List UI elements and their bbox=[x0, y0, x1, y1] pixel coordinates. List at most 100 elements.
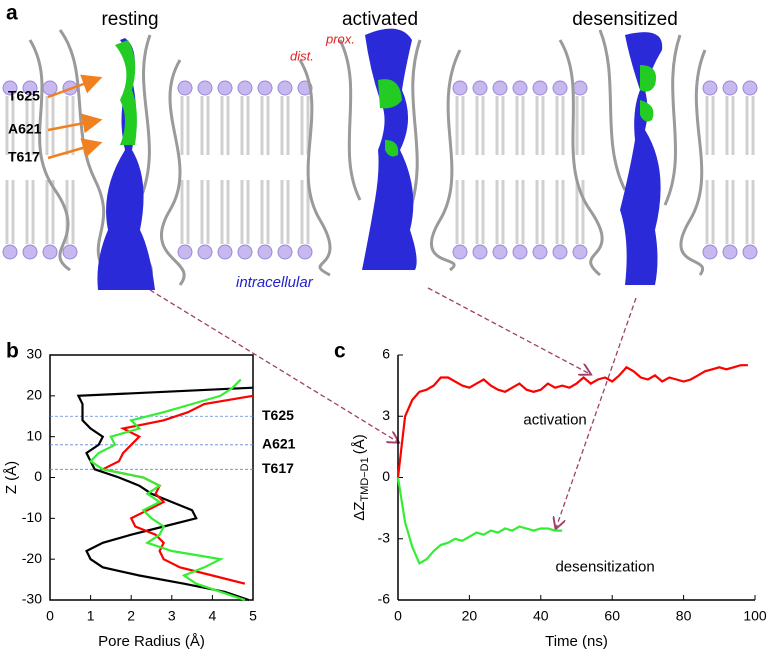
reference-label: T617 bbox=[262, 460, 294, 476]
lipid-head bbox=[552, 244, 568, 260]
prox-label: prox. bbox=[325, 31, 355, 46]
y-axis-label-part: (Å) bbox=[351, 434, 368, 454]
series-line bbox=[99, 394, 254, 585]
lipid-head bbox=[572, 80, 588, 96]
y-tick-label: 0 bbox=[34, 468, 42, 484]
lipid-head bbox=[702, 244, 718, 260]
reference-label: A621 bbox=[262, 436, 296, 452]
lipid-head bbox=[197, 244, 213, 260]
y-axis-label: Z (Å) bbox=[3, 461, 20, 494]
y-axis-label-part: TMD−D1 bbox=[359, 457, 371, 501]
lipid-head bbox=[452, 80, 468, 96]
x-axis-label: Time (ns) bbox=[545, 633, 608, 650]
y-tick-label: 6 bbox=[382, 346, 390, 362]
reference-label: T625 bbox=[262, 407, 294, 423]
lipid-head bbox=[532, 80, 548, 96]
y-tick-label: -3 bbox=[378, 529, 391, 545]
series-line bbox=[76, 386, 254, 602]
lipid-head bbox=[237, 80, 253, 96]
link-arrow bbox=[556, 297, 637, 528]
link-arrow bbox=[427, 287, 590, 374]
residue-arrows bbox=[47, 74, 103, 160]
y-tick-label: 0 bbox=[382, 468, 390, 484]
lipid-head bbox=[702, 80, 718, 96]
x-tick-label: 0 bbox=[394, 608, 402, 624]
residue-label: T625 bbox=[8, 88, 40, 104]
panel-label: b bbox=[6, 340, 19, 363]
lipid-head bbox=[492, 80, 508, 96]
lipid-head bbox=[452, 244, 468, 260]
dist-label: dist. bbox=[290, 48, 314, 63]
lipid-head bbox=[42, 244, 58, 260]
series-label: activation bbox=[523, 411, 586, 428]
lipid-head bbox=[492, 244, 508, 260]
lipid-head bbox=[257, 244, 273, 260]
lipid-head bbox=[257, 80, 273, 96]
y-tick-label: 20 bbox=[26, 387, 42, 403]
lipid-head bbox=[722, 80, 738, 96]
y-tick-label: -20 bbox=[22, 550, 42, 566]
intracellular-label: intracellular bbox=[236, 274, 314, 291]
lipid-head bbox=[2, 80, 18, 96]
pore-resting bbox=[97, 38, 155, 290]
state-title: resting bbox=[101, 9, 158, 30]
y-tick-label: -30 bbox=[22, 591, 42, 607]
lipid-head bbox=[532, 244, 548, 260]
lipid-head bbox=[472, 244, 488, 260]
x-tick-label: 100 bbox=[743, 608, 767, 624]
y-tick-label: 10 bbox=[26, 427, 42, 443]
panel-links bbox=[149, 287, 637, 528]
lipid-head bbox=[722, 244, 738, 260]
lipid-head bbox=[297, 244, 313, 260]
series-label: desensitization bbox=[555, 558, 654, 575]
x-tick-label: 80 bbox=[676, 608, 692, 624]
x-tick-label: 60 bbox=[604, 608, 620, 624]
series-line bbox=[396, 364, 748, 478]
lipid-head bbox=[572, 244, 588, 260]
lipid-head bbox=[512, 80, 528, 96]
lipid-head bbox=[42, 80, 58, 96]
panel-label: a bbox=[6, 2, 18, 25]
arrow bbox=[47, 113, 103, 134]
lipid-head bbox=[197, 80, 213, 96]
x-tick-label: 0 bbox=[46, 608, 54, 624]
residue-label: T617 bbox=[8, 149, 40, 165]
arrow bbox=[47, 74, 103, 99]
lipid-head bbox=[742, 80, 758, 96]
panel-label: c bbox=[334, 340, 346, 363]
lipid-head bbox=[512, 244, 528, 260]
pore-desensitized bbox=[620, 32, 663, 286]
x-tick-label: 20 bbox=[462, 608, 478, 624]
x-tick-label: 2 bbox=[127, 608, 135, 624]
lipid-head bbox=[22, 80, 38, 96]
lipid-head bbox=[277, 244, 293, 260]
x-axis-label: Pore Radius (Å) bbox=[98, 633, 205, 650]
lipid-head bbox=[62, 244, 78, 260]
lipid-head bbox=[177, 80, 193, 96]
series-line bbox=[88, 378, 246, 602]
y-axis-label: ΔZTMD−D1 (Å) bbox=[351, 434, 371, 521]
y-tick-label: 3 bbox=[382, 407, 390, 423]
y-tick-label: -10 bbox=[22, 509, 42, 525]
lipid-head bbox=[237, 244, 253, 260]
lipid-head bbox=[552, 80, 568, 96]
pore-resting-constriction bbox=[115, 40, 137, 145]
y-tick-label: 30 bbox=[26, 346, 42, 362]
lipid-head bbox=[2, 244, 18, 260]
lipid-head bbox=[217, 80, 233, 96]
state-title: desensitized bbox=[572, 9, 678, 30]
y-tick-label: -6 bbox=[378, 591, 391, 607]
residue-label: A621 bbox=[8, 121, 42, 137]
state-title: activated bbox=[342, 9, 418, 30]
pores bbox=[97, 28, 663, 290]
y-axis-label-part: ΔZ bbox=[351, 502, 368, 521]
lipid-head bbox=[22, 244, 38, 260]
link-arrow bbox=[149, 289, 398, 442]
pore-desensitized-constriction bbox=[640, 65, 656, 122]
lipid-head bbox=[742, 244, 758, 260]
x-tick-label: 40 bbox=[533, 608, 549, 624]
series-line bbox=[396, 477, 563, 565]
lipid-head bbox=[277, 80, 293, 96]
